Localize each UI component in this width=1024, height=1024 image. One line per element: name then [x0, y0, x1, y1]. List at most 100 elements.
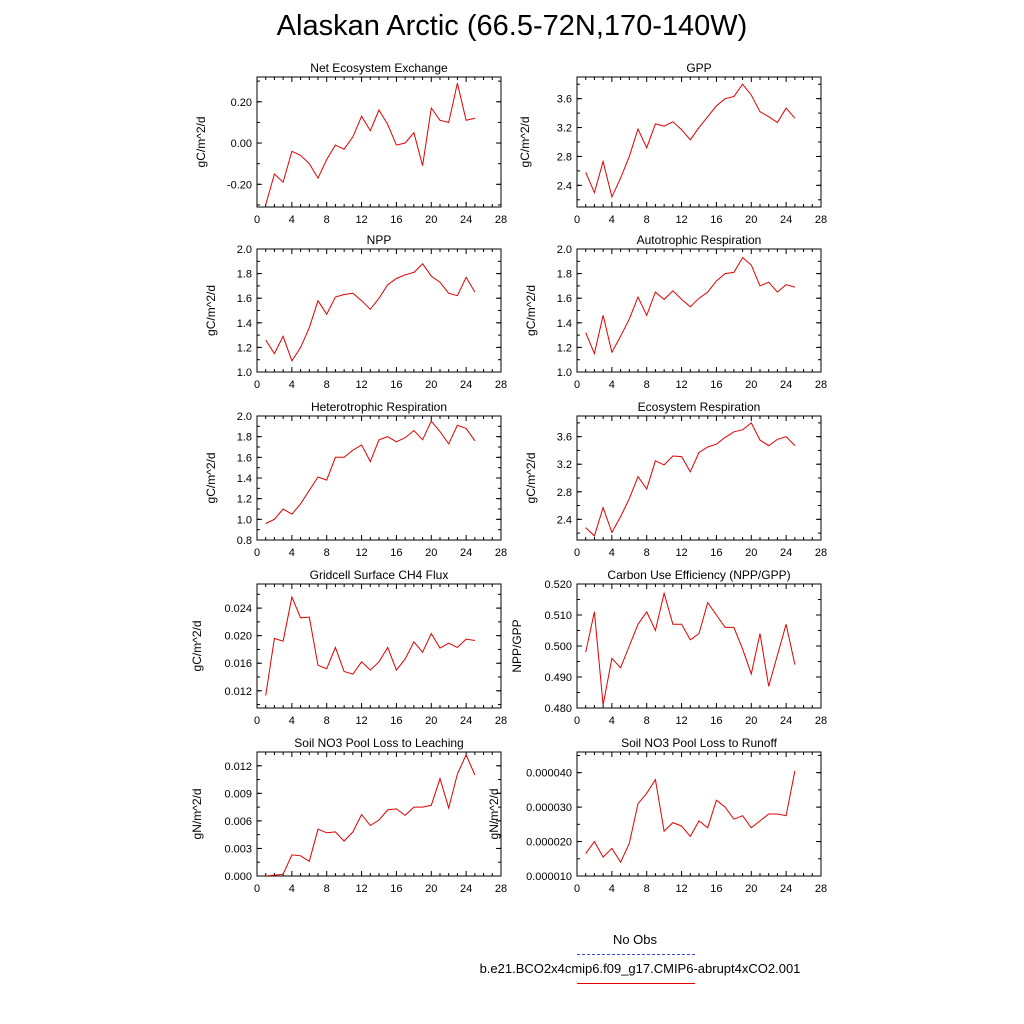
x-tick-label: 20: [425, 379, 437, 391]
chart-panel-8: Carbon Use Efficiency (NPP/GPP) 0 4 8 12 16 20…: [510, 568, 827, 727]
x-tick-label: 28: [815, 883, 827, 895]
plot-frame: [256, 76, 502, 208]
y-tick-label: 0.520: [544, 579, 572, 591]
y-tick-label: 0.20: [231, 97, 252, 109]
y-tick-label: 0.500: [544, 641, 572, 653]
x-tick-label: 12: [355, 379, 367, 391]
x-tick-label: 24: [460, 883, 472, 895]
x-tick-label: 0: [254, 547, 260, 559]
y-tick-label: 1.8: [237, 432, 252, 444]
y-tick-label: 0.8: [237, 535, 252, 547]
x-tick-label: 0: [574, 883, 580, 895]
plot-frame: [576, 583, 822, 709]
x-tick-label: 16: [390, 379, 402, 391]
x-tick-label: 24: [460, 379, 472, 391]
x-tick-label: 16: [390, 214, 402, 226]
y-tick-label: 2.8: [557, 487, 572, 499]
x-tick-label: 20: [745, 214, 757, 226]
x-tick-label: 16: [710, 715, 722, 727]
panel-title: Carbon Use Efficiency (NPP/GPP): [607, 568, 790, 582]
y-tick-label: 3.6: [557, 94, 572, 106]
plot-frame: [576, 76, 822, 208]
y-tick-label: 0.012: [224, 686, 252, 698]
plot-frame: [256, 248, 502, 373]
x-tick-label: 12: [355, 547, 367, 559]
x-tick-label: 4: [609, 214, 615, 226]
x-tick-label: 24: [460, 715, 472, 727]
y-tick-label: 2.0: [237, 244, 252, 256]
y-tick-label: 0.00: [231, 138, 252, 150]
chart-panel-10: Soil NO3 Pool Loss to Runoff 0 4 8 12 16 20 24 2…: [487, 736, 827, 895]
x-tick-label: 8: [644, 547, 650, 559]
chart-panel-3: NPP 0 4 8 12 16 20 24 28 1.0 1.2 1.4 1.6 1.8 2.0 gC/m^2…: [204, 233, 507, 391]
panel-title: Autotrophic Respiration: [637, 233, 762, 247]
x-tick-label: 24: [460, 214, 472, 226]
y-tick-label: 1.0: [237, 367, 252, 379]
x-tick-label: 20: [745, 715, 757, 727]
series-line: [585, 256, 796, 356]
x-tick-label: 8: [644, 715, 650, 727]
y-tick-label: 0.006: [224, 816, 252, 828]
x-tick-label: 16: [710, 379, 722, 391]
chart-panel-2: GPP 0 4 8 12 16 20 24 28 2.4 2.8 3.2 3.6 gC/m^2/d: [518, 61, 827, 226]
x-tick-label: 12: [675, 379, 687, 391]
series-line: [265, 753, 476, 876]
chart-panel-9: Soil NO3 Pool Loss to Leaching 0 4 8 12 16 20 2…: [190, 736, 507, 895]
x-tick-label: 28: [495, 214, 507, 226]
legend-case-label: b.e21.BCO2x4cmip6.f09_g17.CMIP6-abrupt4x…: [479, 961, 801, 976]
x-tick-label: 8: [644, 379, 650, 391]
x-tick-label: 8: [324, 214, 330, 226]
x-tick-label: 20: [425, 715, 437, 727]
x-tick-label: 8: [324, 547, 330, 559]
x-tick-label: 8: [644, 214, 650, 226]
panel-title: Gridcell Surface CH4 Flux: [310, 568, 449, 582]
y-tick-label: 0.000: [224, 871, 252, 883]
x-tick-label: 28: [495, 883, 507, 895]
y-tick-label: 2.0: [237, 411, 252, 423]
y-tick-label: 0.024: [224, 603, 252, 615]
x-tick-label: 8: [644, 883, 650, 895]
series-line: [265, 595, 475, 696]
x-tick-label: 16: [390, 547, 402, 559]
x-tick-label: 28: [495, 379, 507, 391]
plot-frame: [576, 751, 822, 877]
y-tick-label: 2.4: [557, 180, 572, 192]
x-tick-label: 4: [609, 547, 615, 559]
x-tick-label: 4: [609, 715, 615, 727]
x-tick-label: 16: [710, 883, 722, 895]
series-line: [265, 420, 476, 524]
y-tick-label: 0.020: [224, 631, 252, 643]
x-tick-label: 0: [574, 547, 580, 559]
y-tick-label: 0.000040: [526, 768, 572, 780]
x-tick-label: 16: [710, 547, 722, 559]
x-tick-label: 12: [675, 715, 687, 727]
x-tick-label: 12: [355, 883, 367, 895]
x-tick-label: 4: [289, 214, 295, 226]
chart-panel-4: Autotrophic Respiration 0 4 8 12 16 20 24 28 1.0 1…: [524, 233, 827, 391]
y-tick-label: 1.2: [237, 342, 252, 354]
y-tick-label: 1.8: [557, 269, 572, 281]
x-tick-label: 24: [780, 379, 792, 391]
y-tick-label: 0.480: [544, 703, 572, 715]
chart-panel-7: Gridcell Surface CH4 Flux 0 4 8 12 16 20 24 28 0.…: [190, 568, 507, 727]
legend-obs-label: No Obs: [612, 932, 658, 947]
legend-obs-line: [577, 954, 695, 955]
x-tick-label: 0: [254, 214, 260, 226]
x-tick-label: 28: [815, 214, 827, 226]
figure-title: Alaskan Arctic (66.5-72N,170-140W): [276, 10, 748, 42]
x-tick-label: 4: [289, 715, 295, 727]
y-tick-label: 1.4: [557, 318, 572, 330]
series-line: [585, 591, 796, 705]
y-tick-label: 0.016: [224, 658, 252, 670]
plot-frame: [576, 415, 822, 541]
x-tick-label: 4: [289, 547, 295, 559]
y-tick-label: 1.6: [237, 293, 252, 305]
x-tick-label: 0: [254, 379, 260, 391]
x-tick-label: 12: [675, 883, 687, 895]
y-axis-label: NPP/GPP: [510, 619, 524, 672]
x-tick-label: 4: [289, 883, 295, 895]
x-tick-label: 0: [254, 715, 260, 727]
chart-panel-5: Heterotrophic Respiration 0 4 8 12 16 20 24 28 0.…: [204, 400, 507, 559]
x-tick-label: 28: [815, 379, 827, 391]
